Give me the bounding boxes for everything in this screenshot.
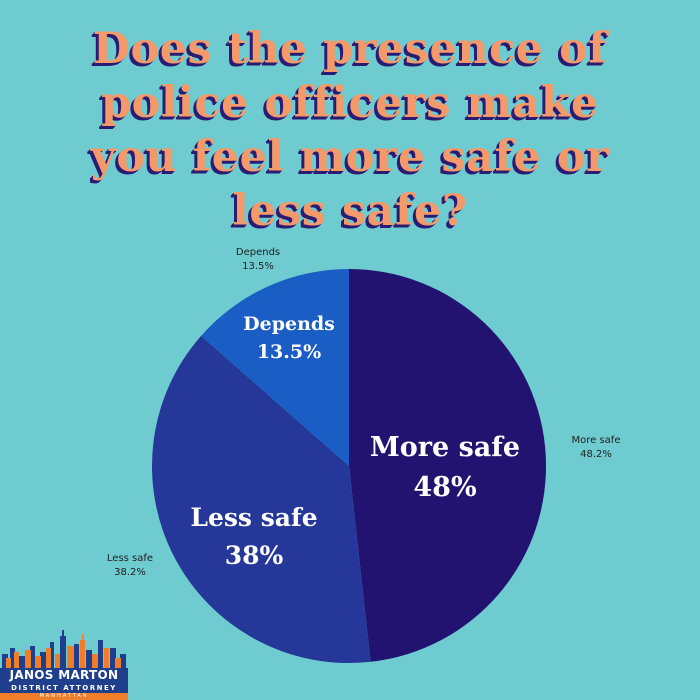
logo-location: MANHATTAN [0, 693, 128, 700]
pie-labels: More safe 48% More safe 48.2% Less safe 38% Le… [107, 247, 621, 578]
inner-value-more-safe: 48% [413, 472, 476, 503]
pie-slice-less-safe [152, 335, 371, 664]
inner-label-depends: Depends [243, 313, 335, 335]
outer-label-more-safe: More safe [572, 435, 621, 446]
outer-value-depends: 13.5% [242, 261, 274, 272]
chart-title: Does the presence of police officers mak… [0, 22, 700, 238]
logo-role: DISTRICT ATTORNEY [0, 683, 128, 693]
outer-label-depends: Depends [236, 247, 280, 258]
inner-value-depends: 13.5% [257, 341, 321, 363]
title-line-1: Does the presence of [92, 24, 608, 74]
campaign-logo: JANOS MARTON DISTRICT ATTORNEY MANHATTAN [0, 628, 128, 700]
skyline-icon [2, 630, 126, 668]
pie-slice-more-safe [349, 269, 547, 662]
inner-label-less-safe: Less safe [190, 503, 317, 532]
inner-label-more-safe: More safe [370, 432, 520, 463]
title-line-3: you feel more safe or [90, 132, 610, 182]
pie-slices [152, 269, 547, 664]
title-line-2: police officers make [101, 78, 599, 128]
pie-slice-depends [201, 269, 349, 466]
inner-value-less-safe: 38% [225, 541, 284, 570]
outer-value-more-safe: 48.2% [580, 449, 612, 460]
outer-label-less-safe: Less safe [107, 553, 153, 564]
outer-value-less-safe: 38.2% [114, 567, 146, 578]
title-line-4: less safe? [232, 186, 468, 236]
logo-name: JANOS MARTON [0, 668, 128, 683]
